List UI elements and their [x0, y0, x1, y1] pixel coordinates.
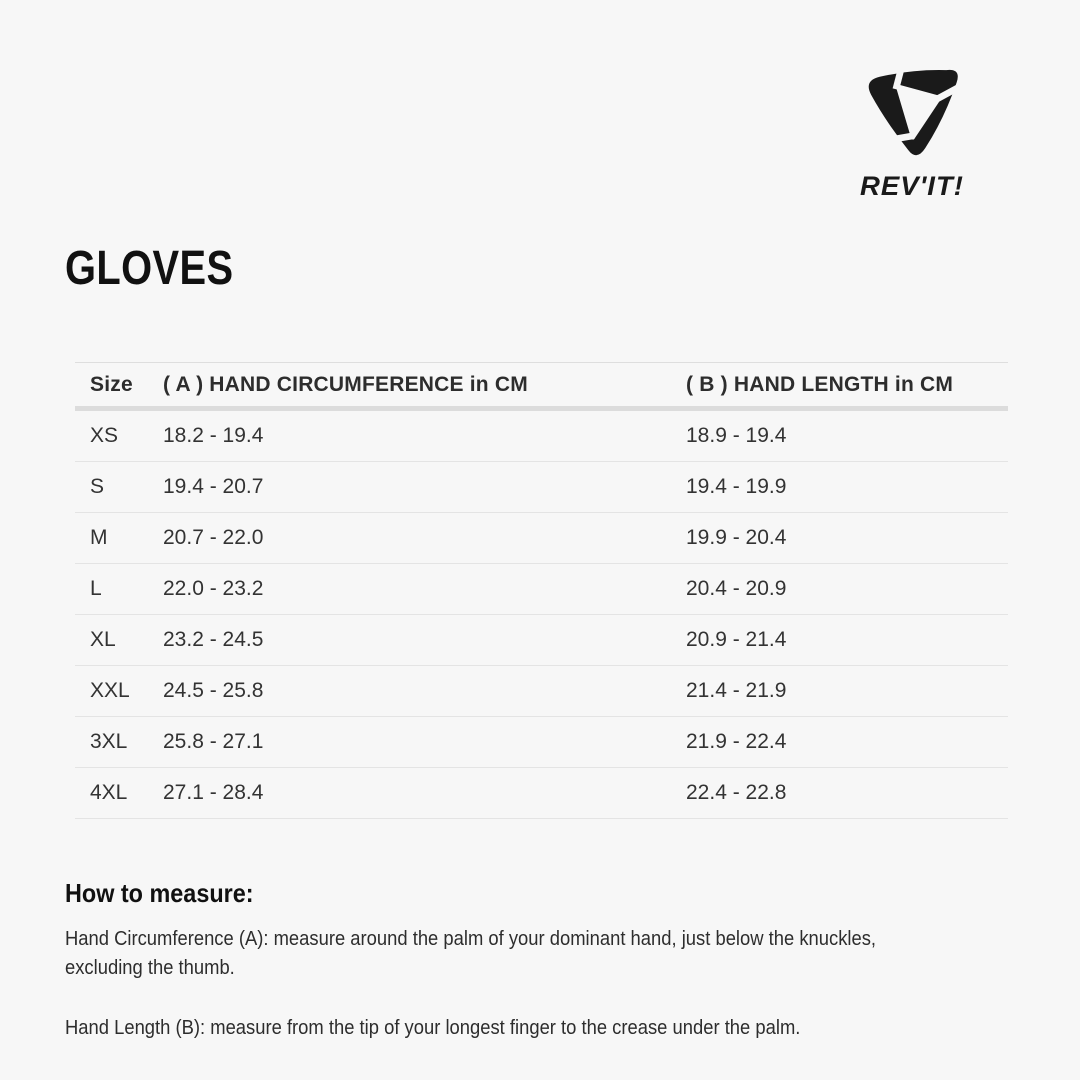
- how-to-measure-section: How to measure: Hand Circumference (A): …: [65, 878, 980, 1074]
- header-hand-length: ( B ) HAND LENGTH in CM: [686, 372, 954, 396]
- circumference-cell: 18.2 - 19.4: [163, 424, 264, 447]
- size-cell: 4XL: [90, 781, 128, 804]
- hand-length-instruction: Hand Length (B): measure from the tip of…: [65, 1017, 801, 1039]
- length-cell: 22.4 - 22.8: [686, 781, 787, 804]
- page-title: GLOVES: [65, 242, 234, 295]
- size-cell: XL: [90, 628, 116, 651]
- size-cell: S: [90, 475, 105, 498]
- length-cell: 21.4 - 21.9: [686, 679, 787, 702]
- circumference-cell: 24.5 - 25.8: [163, 679, 264, 702]
- size-table-body: XS 18.2 - 19.4 18.9 - 19.4 S 19.4 - 20.7 19.4…: [75, 411, 1008, 819]
- size-cell: XS: [90, 424, 119, 447]
- size-cell: M: [90, 526, 108, 549]
- circumference-cell: 25.8 - 27.1: [163, 730, 264, 753]
- table-row: 4XL 27.1 - 28.4 22.4 - 22.8: [75, 768, 1008, 819]
- length-cell: 18.9 - 19.4: [686, 424, 787, 447]
- size-cell: XXL: [90, 679, 130, 702]
- revit-logo: REV'IT!: [836, 54, 988, 202]
- circumference-cell: 27.1 - 28.4: [163, 781, 264, 804]
- length-cell: 20.4 - 20.9: [686, 577, 787, 600]
- table-row: XS 18.2 - 19.4 18.9 - 19.4: [75, 411, 1008, 462]
- header-hand-circumference: ( A ) HAND CIRCUMFERENCE in CM: [163, 372, 528, 396]
- table-row: XXL 24.5 - 25.8 21.4 - 21.9: [75, 666, 1008, 717]
- circumference-cell: 22.0 - 23.2: [163, 577, 264, 600]
- header-size: Size: [90, 372, 133, 396]
- glove-size-table: Size ( A ) HAND CIRCUMFERENCE in CM ( B …: [75, 362, 1008, 819]
- revit-wordmark: REV'IT!: [860, 171, 964, 201]
- size-cell: 3XL: [90, 730, 128, 753]
- size-table-header-row: Size ( A ) HAND CIRCUMFERENCE in CM ( B …: [75, 363, 1008, 411]
- table-row: XL 23.2 - 24.5 20.9 - 21.4: [75, 615, 1008, 666]
- table-row: L 22.0 - 23.2 20.4 - 20.9: [75, 564, 1008, 615]
- length-cell: 19.9 - 20.4: [686, 526, 787, 549]
- table-row: 3XL 25.8 - 27.1 21.9 - 22.4: [75, 717, 1008, 768]
- table-row: S 19.4 - 20.7 19.4 - 19.9: [75, 462, 1008, 513]
- circumference-cell: 20.7 - 22.0: [163, 526, 264, 549]
- circumference-cell: 23.2 - 24.5: [163, 628, 264, 651]
- revit-shield-icon: [868, 62, 964, 156]
- how-to-measure-heading: How to measure:: [65, 878, 254, 908]
- length-cell: 21.9 - 22.4: [686, 730, 787, 753]
- table-row: M 20.7 - 22.0 19.9 - 20.4: [75, 513, 1008, 564]
- hand-circumference-instruction: Hand Circumference (A): measure around t…: [65, 928, 877, 979]
- size-cell: L: [90, 577, 102, 600]
- length-cell: 19.4 - 19.9: [686, 475, 787, 498]
- circumference-cell: 19.4 - 20.7: [163, 475, 264, 498]
- length-cell: 20.9 - 21.4: [686, 628, 787, 651]
